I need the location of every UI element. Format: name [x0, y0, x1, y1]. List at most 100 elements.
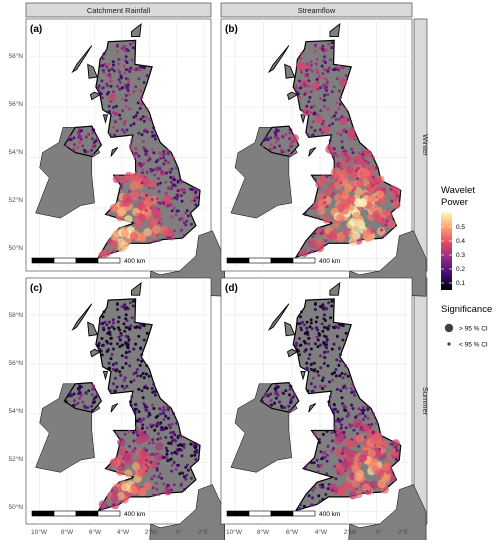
panel-label-b: (b): [225, 24, 238, 35]
station-point: [143, 430, 147, 434]
station-point: [180, 454, 184, 458]
station-point: [69, 138, 72, 142]
station-point: [336, 202, 345, 212]
station-point: [123, 329, 127, 333]
station-point: [357, 444, 361, 448]
station-point: [178, 433, 182, 437]
station-point: [330, 41, 334, 45]
station-point: [366, 408, 370, 412]
station-point: [170, 422, 174, 426]
station-point: [107, 348, 110, 352]
station-point: [69, 394, 72, 398]
station-point: [312, 104, 316, 108]
station-point: [363, 435, 367, 439]
station-point: [350, 403, 354, 407]
station-point: [378, 447, 382, 451]
station-point: [265, 392, 269, 395]
station-point: [313, 177, 317, 181]
station-point: [117, 438, 126, 447]
station-point: [307, 494, 311, 498]
station-point: [339, 96, 342, 99]
station-point: [334, 477, 338, 481]
station-point: [269, 399, 273, 403]
station-point: [332, 85, 336, 89]
station-point: [78, 396, 82, 400]
station-point: [170, 215, 174, 219]
station-point: [175, 166, 179, 170]
station-point: [156, 201, 160, 204]
station-point: [127, 80, 131, 84]
station-point: [125, 61, 129, 64]
station-point: [306, 389, 310, 393]
station-point: [339, 389, 343, 393]
station-point: [91, 128, 95, 132]
station-point: [125, 128, 129, 132]
station-point: [124, 98, 128, 102]
station-point: [165, 171, 168, 175]
station-point: [310, 327, 314, 331]
station-point: [381, 463, 391, 472]
station-point: [162, 201, 166, 205]
station-point: [124, 351, 128, 355]
station-point: [380, 228, 384, 232]
station-point: [126, 49, 130, 53]
station-point: [283, 406, 287, 409]
station-point: [164, 455, 168, 459]
station-point: [155, 487, 159, 491]
station-point: [112, 347, 115, 351]
station-point: [170, 435, 173, 439]
station-point: [305, 326, 309, 330]
station-point: [318, 76, 322, 80]
station-point: [305, 104, 309, 108]
color-tick-0.5: 0.5: [456, 224, 465, 231]
station-point: [358, 412, 362, 416]
station-point: [148, 413, 152, 417]
station-point: [152, 126, 156, 130]
station-point: [157, 239, 161, 242]
station-point: [115, 432, 119, 436]
lat-tick-52: 52°N: [8, 196, 23, 204]
station-point: [335, 334, 339, 338]
station-point: [356, 166, 360, 170]
station-point: [120, 483, 130, 492]
station-point: [153, 211, 162, 221]
land-island: [87, 63, 98, 79]
station-point: [107, 104, 111, 108]
station-point: [152, 382, 156, 386]
station-point: [279, 148, 283, 152]
station-point: [133, 411, 137, 415]
land-island: [102, 371, 109, 381]
station-point: [341, 324, 345, 328]
station-point: [124, 49, 128, 53]
station-point: [274, 128, 278, 131]
station-point: [331, 122, 334, 126]
land-island: [267, 303, 290, 331]
station-point: [318, 354, 322, 358]
station-point: [141, 171, 144, 175]
station-point: [354, 187, 363, 196]
station-point: [122, 122, 126, 126]
station-point: [142, 119, 146, 123]
station-point: [388, 185, 397, 194]
row-title-1: Winter: [421, 134, 430, 156]
station-point: [90, 393, 94, 397]
lon-tick-10w: 10°W: [226, 528, 243, 536]
station-point: [115, 385, 119, 389]
station-point: [361, 411, 365, 415]
station-point: [145, 130, 149, 134]
station-point: [137, 410, 141, 414]
station-point: [145, 426, 149, 430]
station-point: [279, 404, 283, 408]
color-tick-0.2: 0.2: [456, 266, 465, 273]
station-point: [121, 86, 124, 90]
station-point: [86, 406, 90, 409]
station-point: [90, 404, 94, 408]
station-point: [339, 460, 343, 463]
station-point: [275, 135, 279, 139]
station-point: [155, 468, 159, 472]
station-point: [142, 324, 146, 328]
land-island: [110, 403, 119, 413]
station-point: [307, 79, 311, 83]
station-point: [347, 413, 351, 417]
station-point: [152, 474, 156, 478]
